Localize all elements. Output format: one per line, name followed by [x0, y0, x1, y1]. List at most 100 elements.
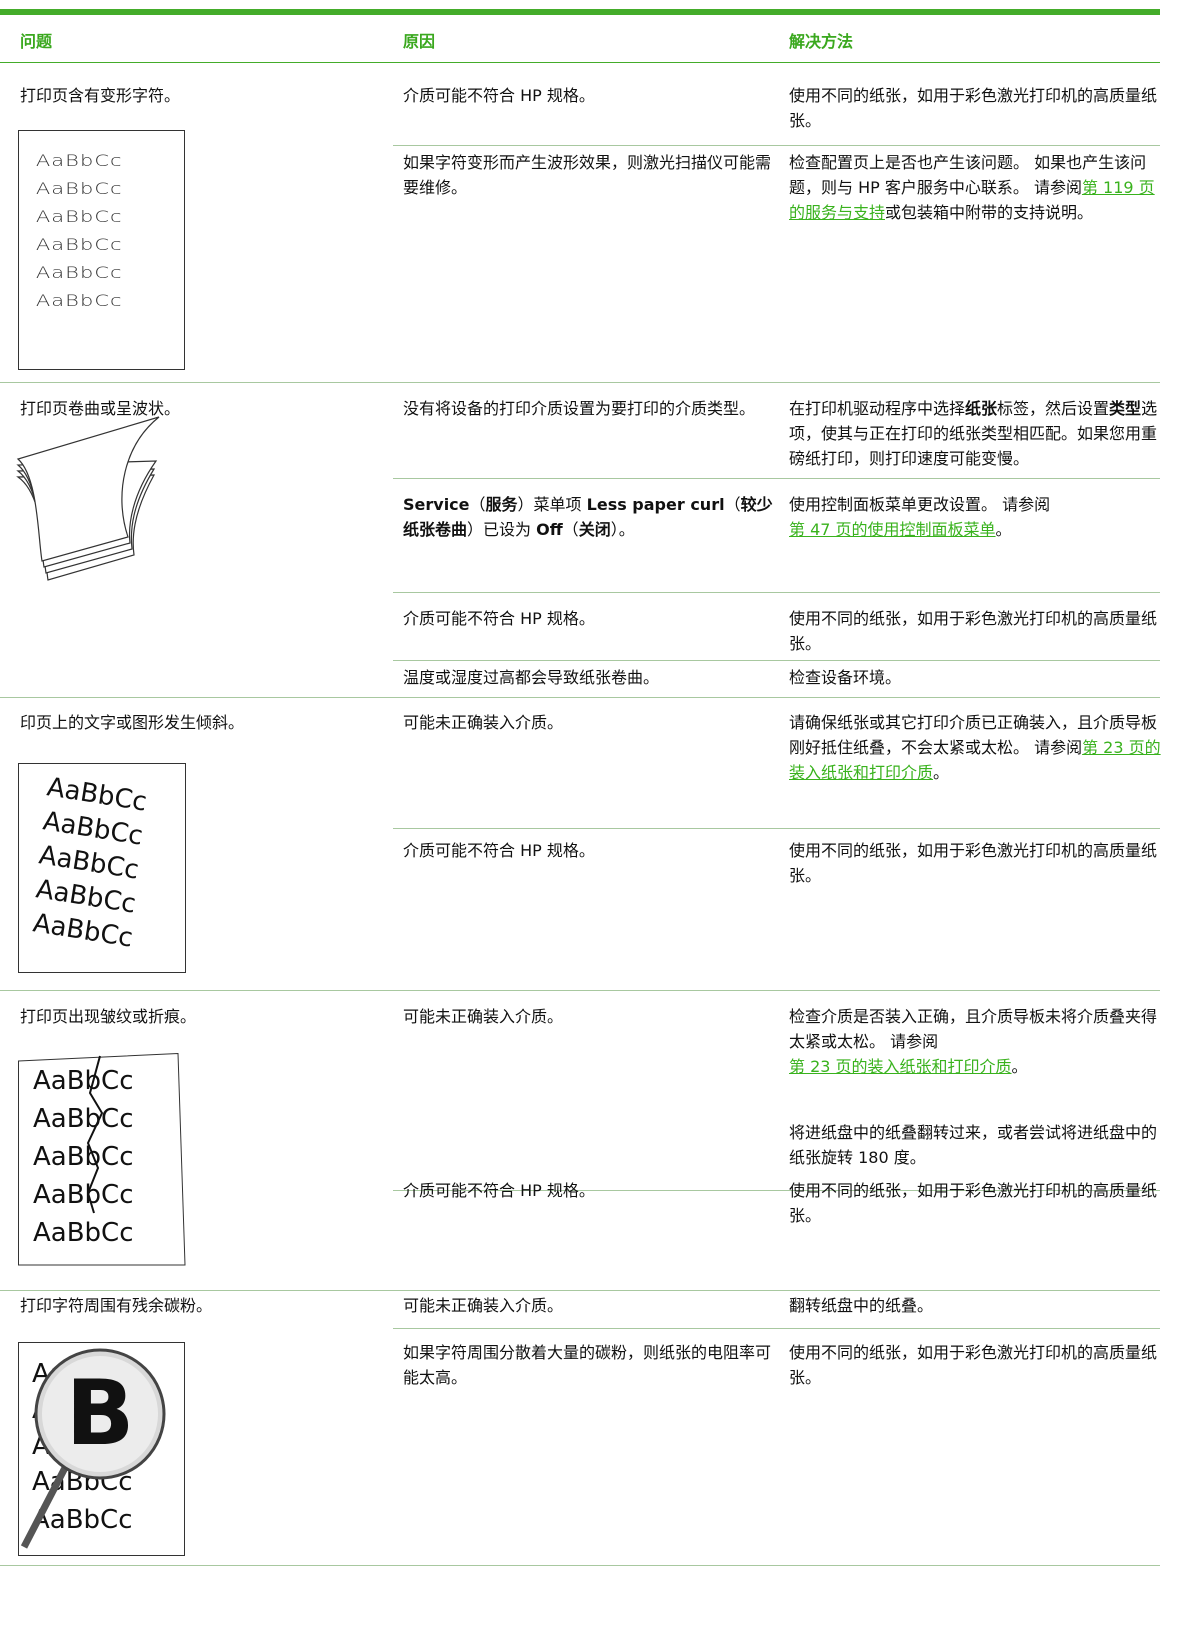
text: 检查介质是否装入正确，且介质导板未将介质叠夹得太紧或太松。 请参阅: [789, 1007, 1158, 1051]
solution: 使用不同的纸张，如用于彩色激光打印机的高质量纸张。: [789, 1340, 1161, 1390]
sample-text: AaBbCc: [33, 1142, 134, 1172]
toner-image: AaBbCc AaBbCc AaBbCc AaBbCc AaBbCc B: [18, 1342, 185, 1556]
cause: 介质可能不符合 HP 规格。: [403, 838, 773, 863]
text: 纸张: [965, 399, 998, 418]
sample-text: AaBbCc: [33, 1104, 134, 1134]
text: 在打印机驱动程序中选择: [789, 399, 966, 418]
column-header: 问题: [20, 32, 53, 51]
row-rule: [393, 1190, 1160, 1191]
text: 标签，然后设置: [997, 399, 1110, 418]
sample-text: AaBbCc: [36, 236, 123, 254]
sample-text: AaBbCc: [33, 1180, 134, 1210]
sample-image: AaBbCc AaBbCc AaBbCc AaBbCc AaBbCc: [18, 763, 186, 973]
solution: 将进纸盘中的纸叠翻转过来，或者尝试将进纸盘中的纸张旋转 180 度。: [789, 1120, 1161, 1170]
row-rule: [393, 592, 1160, 593]
solution: 检查配置页上是否也产生该问题。 如果也产生该问题，则与 HP 客户服务中心联系。…: [789, 150, 1161, 225]
sample-text: AaBbCc: [36, 264, 123, 282]
cause: 介质可能不符合 HP 规格。: [403, 83, 773, 108]
column-header: 解决方法: [789, 32, 854, 51]
cause: 如果字符周围分散着大量的碳粉，则纸张的电阻率可能太高。: [403, 1340, 773, 1390]
cause: 可能未正确装入介质。: [403, 710, 773, 735]
top-bar: [0, 9, 1160, 15]
text: 介质可能不符合 HP 规格。: [403, 609, 595, 628]
text: 可能未正确装入介质。: [403, 713, 564, 732]
text: 使用控制面板菜单更改设置。 请参阅: [789, 495, 1051, 514]
row-rule: [393, 478, 1160, 479]
cause: 如果字符变形而产生波形效果，则激光扫描仪可能需要维修。: [403, 150, 773, 200]
curl-image: [16, 416, 160, 581]
solution: 使用不同的纸张，如用于彩色激光打印机的高质量纸张。: [789, 1178, 1161, 1228]
text: 检查配置页上是否也产生该问题。 如果也产生该问题，则与 HP 客户服务中心联系。…: [789, 153, 1147, 197]
text: 。: [995, 520, 1012, 539]
problem: 打印页出现皱纹或折痕。: [20, 1007, 197, 1026]
text: （: [469, 495, 486, 514]
problem: 打印页卷曲或呈波状。: [20, 399, 181, 418]
cause: 可能未正确装入介质。: [403, 1293, 773, 1318]
row-rule: [0, 1290, 1160, 1291]
sample-text: AaBbCc: [33, 1066, 134, 1096]
text: 服务: [485, 495, 518, 514]
magnified-text: B: [66, 1361, 135, 1466]
column-header: 原因: [403, 32, 436, 51]
cause: 可能未正确装入介质。: [403, 1004, 773, 1029]
cause: 温度或湿度过高都会导致纸张卷曲。: [403, 665, 773, 690]
text: 使用不同的纸张，如用于彩色激光打印机的高质量纸张。: [789, 609, 1158, 653]
row-rule: [0, 990, 1160, 991]
row-rule: [0, 1565, 1160, 1566]
link[interactable]: 第 119 页的服务与支持: [789, 178, 1155, 222]
sample-image: AaBbCc AaBbCc AaBbCc AaBbCc AaBbCc AaBbC…: [18, 130, 185, 370]
sample-text: AaBbCc: [36, 152, 123, 170]
text: 翻转纸盘中的纸叠。: [789, 1296, 934, 1315]
text: Off: [536, 520, 563, 539]
sample-text: AaBbCc: [32, 1505, 133, 1535]
text: （: [562, 520, 579, 539]
row-rule: [0, 697, 1160, 698]
text: 介质可能不符合 HP 规格。: [403, 841, 595, 860]
text: 检查设备环境。: [789, 668, 902, 687]
link[interactable]: 第 47 页的使用控制面板菜单: [789, 520, 996, 539]
solution: 检查介质是否装入正确，且介质导板未将介质叠夹得太紧或太松。 请参阅第 23 页的…: [789, 1004, 1161, 1079]
text: 没有将设备的打印介质设置为要打印的介质类型。: [403, 399, 756, 418]
text: 类型: [1109, 399, 1142, 418]
text: 选项，使其与正在打印的纸张类型相匹配。如果您用重磅纸打印，则打印速度可能变慢。: [789, 399, 1158, 468]
sample-image: AaBbCc AaBbCc AaBbCc AaBbCc AaBbCc: [18, 1053, 186, 1266]
sample-text: AaBbCc: [36, 292, 123, 310]
solution: 请确保纸张或其它打印介质已正确装入，且介质导板刚好抵住纸叠，不会太紧或太松。 请…: [789, 710, 1161, 785]
text: 使用不同的纸张，如用于彩色激光打印机的高质量纸张。: [789, 841, 1158, 885]
cause: 介质可能不符合 HP 规格。: [403, 1178, 773, 1203]
solution: 使用控制面板菜单更改设置。 请参阅第 47 页的使用控制面板菜单。: [789, 492, 1161, 542]
text: Service: [403, 495, 470, 514]
cause: Service（服务）菜单项 Less paper curl（较少纸张卷曲）已设…: [403, 492, 773, 542]
text: 关闭: [578, 520, 611, 539]
text: ）菜单项: [517, 495, 587, 514]
sample-text: AaBbCc: [36, 180, 123, 198]
text: 温度或湿度过高都会导致纸张卷曲。: [403, 668, 660, 687]
cause: 介质可能不符合 HP 规格。: [403, 606, 773, 631]
solution: 检查设备环境。: [789, 665, 1161, 690]
text: 使用不同的纸张，如用于彩色激光打印机的高质量纸张。: [789, 86, 1158, 130]
text: 介质可能不符合 HP 规格。: [403, 86, 595, 105]
text: 使用不同的纸张，如用于彩色激光打印机的高质量纸张。: [789, 1343, 1158, 1387]
cause: 没有将设备的打印介质设置为要打印的介质类型。: [403, 396, 773, 421]
text: Less paper curl: [586, 495, 725, 514]
link[interactable]: 第 23 页的装入纸张和打印介质: [789, 738, 1161, 782]
text: 请确保纸张或其它打印介质已正确装入，且介质导板刚好抵住纸叠，不会太紧或太松。 请…: [789, 713, 1158, 757]
solution: 使用不同的纸张，如用于彩色激光打印机的高质量纸张。: [789, 606, 1161, 656]
solution: 使用不同的纸张，如用于彩色激光打印机的高质量纸张。: [789, 838, 1161, 888]
link[interactable]: 第 23 页的装入纸张和打印介质: [789, 1057, 1012, 1076]
problem: 打印页含有变形字符。: [20, 86, 181, 105]
text: ）已设为: [467, 520, 537, 539]
problem: 打印字符周围有残余碳粉。: [20, 1296, 213, 1315]
text: 介质可能不符合 HP 规格。: [403, 1181, 595, 1200]
solution: 翻转纸盘中的纸叠。: [789, 1293, 1161, 1318]
text: 可能未正确装入介质。: [403, 1296, 564, 1315]
text: 如果字符变形而产生波形效果，则激光扫描仪可能需要维修。: [403, 153, 772, 197]
sample-text: AaBbCc: [33, 1218, 134, 1248]
text: 。: [933, 763, 950, 782]
text: 将进纸盘中的纸叠翻转过来，或者尝试将进纸盘中的纸张旋转 180 度。: [789, 1123, 1158, 1167]
row-rule: [0, 382, 1160, 383]
text: 可能未正确装入介质。: [403, 1007, 564, 1026]
sample-text: AaBbCc: [36, 208, 123, 226]
text: 使用不同的纸张，如用于彩色激光打印机的高质量纸张。: [789, 1181, 1158, 1225]
